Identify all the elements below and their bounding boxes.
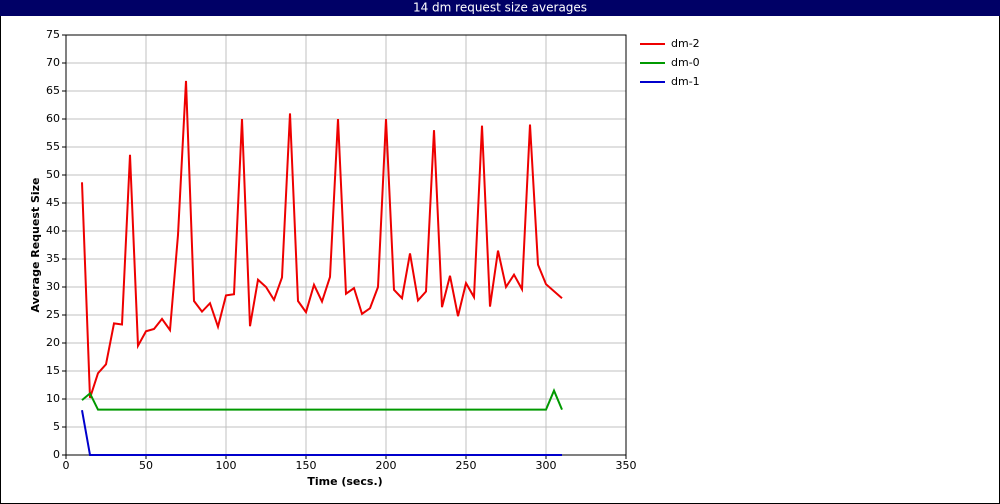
series-line xyxy=(81,388,563,411)
y-tick-label: 30 xyxy=(46,280,60,293)
x-tick-label: 0 xyxy=(63,459,70,472)
series-line xyxy=(81,410,562,456)
x-tick-label: 300 xyxy=(536,459,557,472)
y-tick-label: 10 xyxy=(46,392,60,405)
y-tick-label: 75 xyxy=(46,28,60,41)
y-tick-label: 35 xyxy=(46,252,60,265)
legend-label: dm-0 xyxy=(671,56,700,69)
y-tick-label: 50 xyxy=(46,168,60,181)
y-tick-label: 5 xyxy=(53,420,60,433)
title-bar xyxy=(0,0,1000,16)
y-tick-label: 45 xyxy=(46,196,60,209)
x-tick-label: 200 xyxy=(376,459,397,472)
series-line xyxy=(81,80,563,399)
y-tick-label: 25 xyxy=(46,308,60,321)
x-tick-label: 100 xyxy=(216,459,237,472)
y-tick-label: 65 xyxy=(46,84,60,97)
chart-title: 14 dm request size averages xyxy=(413,1,587,15)
x-tick-label: 250 xyxy=(456,459,477,472)
x-tick-label: 150 xyxy=(296,459,317,472)
y-axis-label: Average Request Size xyxy=(29,177,42,312)
y-tick-label: 70 xyxy=(46,56,60,69)
y-tick-label: 15 xyxy=(46,364,60,377)
y-tick-label: 40 xyxy=(46,224,60,237)
y-tick-label: 20 xyxy=(46,336,60,349)
y-tick-label: 0 xyxy=(53,448,60,461)
legend-label: dm-2 xyxy=(671,37,700,50)
y-tick-label: 60 xyxy=(46,112,60,125)
legend-label: dm-1 xyxy=(671,75,700,88)
y-tick-label: 55 xyxy=(46,140,60,153)
x-tick-label: 50 xyxy=(139,459,153,472)
x-axis-label: Time (secs.) xyxy=(307,475,382,488)
x-tick-label: 350 xyxy=(616,459,637,472)
